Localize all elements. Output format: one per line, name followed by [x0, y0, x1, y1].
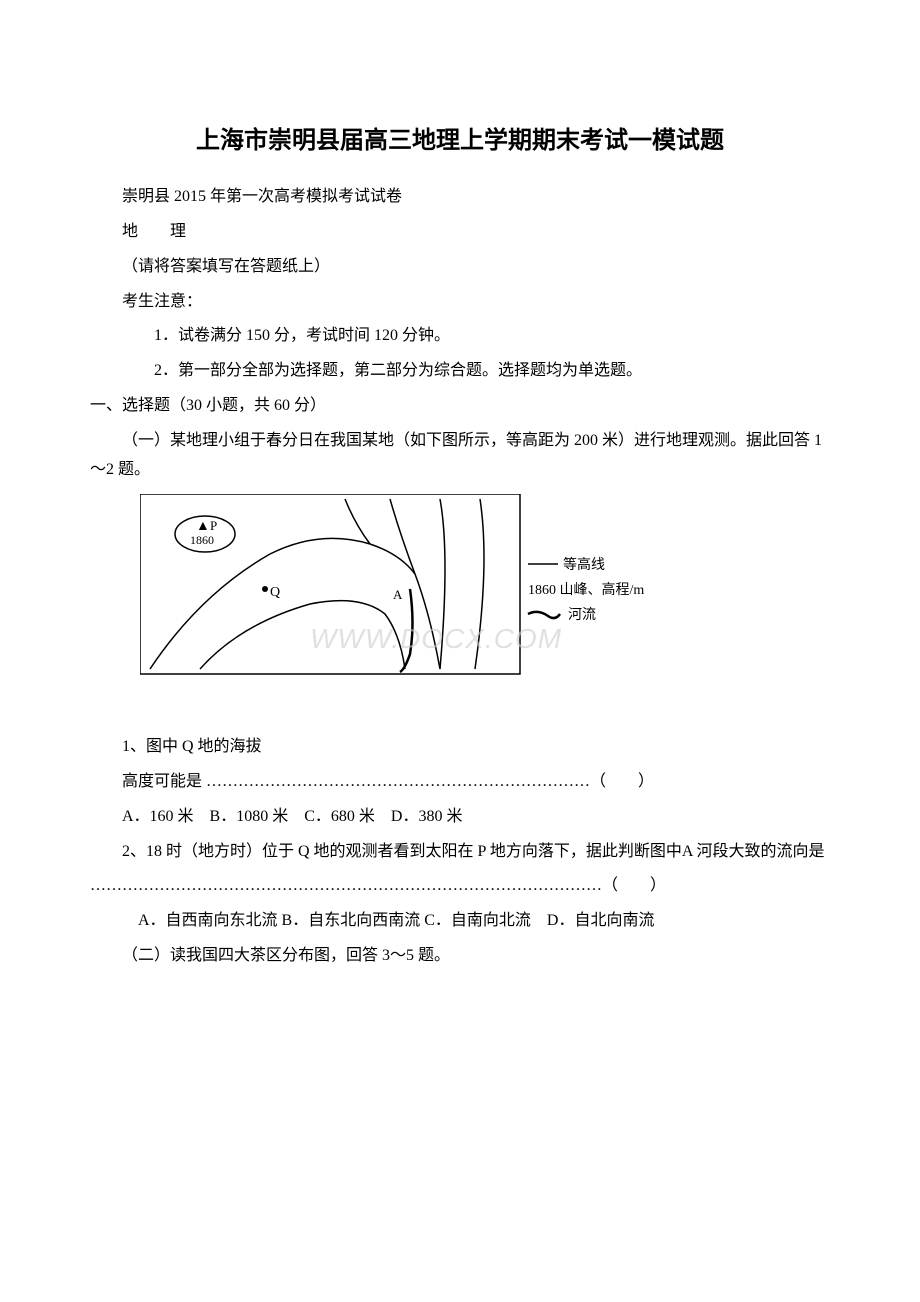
notice-label: 考生注意： — [90, 288, 830, 317]
notice-item-1: 1．试卷满分 150 分，考试时间 120 分钟。 — [90, 322, 830, 351]
contour-line — [345, 499, 370, 544]
peak-elevation: 1860 — [190, 533, 214, 547]
subject-label: 地 理 — [90, 218, 830, 247]
contour-line — [475, 499, 484, 669]
instruction-note: （请将答案填写在答题纸上） — [90, 253, 830, 282]
contour-line — [150, 539, 440, 670]
group-1-intro: （一）某地理小组于春分日在我国某地（如下图所示，等高距为 200 米）进行地理观… — [90, 427, 830, 485]
legend-river-symbol — [528, 612, 560, 618]
subtitle: 崇明县 2015 年第一次高考模拟考试试卷 — [90, 183, 830, 212]
legend-peak-label: 1860 山峰、高程/m — [528, 581, 644, 598]
q-point-marker — [262, 586, 268, 592]
peak-marker: ▲ — [196, 519, 210, 534]
q2-options: A．自西南向东北流 B．自东北向西南流 C．自南向北流 D．自北向南流 — [90, 907, 830, 936]
q1-stem-2: 高度可能是 ………………………………………………………………（ ） — [90, 768, 830, 797]
legend-river-label: 河流 — [568, 607, 596, 623]
q2-stem-2: ……………………………………………………………………………………（ ） — [90, 872, 830, 901]
contour-line — [390, 499, 415, 574]
contour-line — [200, 601, 405, 669]
q1-options: A．160 米 B．1080 米 C．680 米 D．380 米 — [90, 803, 830, 832]
contour-line — [440, 499, 445, 669]
river-label-a: A — [393, 587, 403, 602]
notice-item-2: 2．第一部分全部为选择题，第二部分为综合题。选择题均为单选题。 — [90, 357, 830, 386]
q-point-label: Q — [270, 585, 280, 600]
q1-stem-1: 1、图中 Q 地的海拔 — [90, 733, 830, 762]
q2-stem-1: 2、18 时（地方时）位于 Q 地的观测者看到太阳在 P 地方向落下，据此判断图… — [90, 838, 830, 867]
contour-map-figure: ▲ P 1860 Q A 等高线 1860 山峰、高程/m 河流 WWW.DOC… — [140, 494, 660, 694]
page-title: 上海市崇明县届高三地理上学期期末考试一模试题 — [90, 120, 830, 163]
legend-contour-label: 等高线 — [563, 556, 605, 573]
section-header: 一、选择题（30 小题，共 60 分） — [90, 392, 830, 421]
group-2-intro: （二）读我国四大茶区分布图，回答 3～5 题。 — [90, 942, 830, 971]
peak-label-p: P — [210, 518, 217, 533]
contour-map-svg: ▲ P 1860 Q A 等高线 1860 山峰、高程/m 河流 — [140, 494, 660, 694]
